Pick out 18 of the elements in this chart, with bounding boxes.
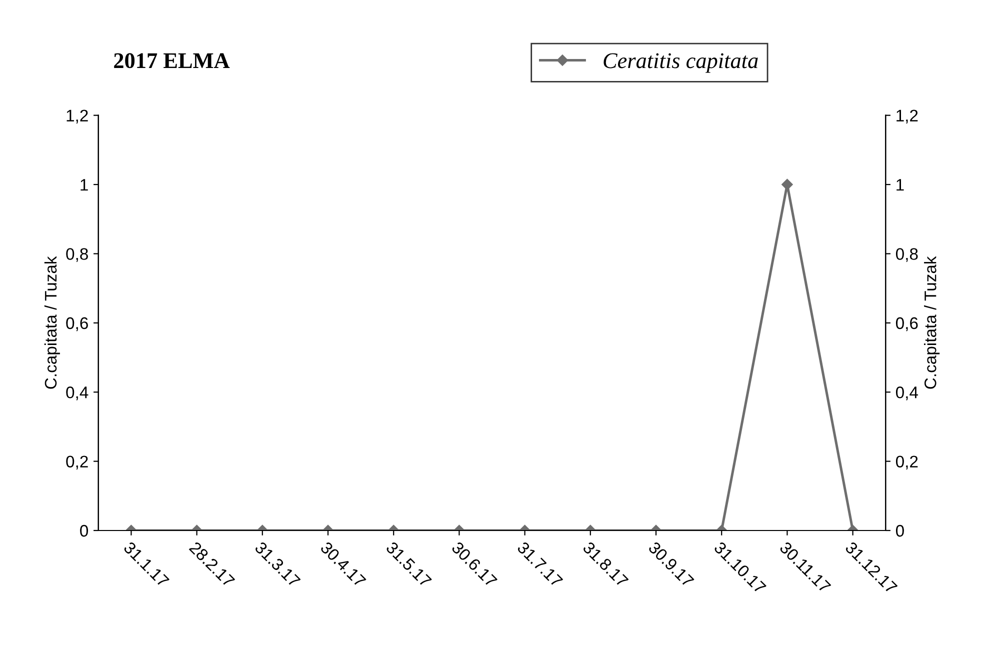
legend-label: Ceratitis capitata	[604, 53, 758, 73]
y2-tick-label: 1,2	[896, 110, 918, 124]
y-tick-label: 1,2	[66, 110, 88, 124]
y-tick-label: 0,4	[66, 386, 88, 400]
y2-tick-label: 0,2	[896, 456, 918, 470]
y2-tick-label: 0	[896, 524, 904, 537]
y2-axis-title: C.capitata / Tuzak	[924, 256, 940, 389]
chart-title: 2017 ELMA	[114, 53, 230, 68]
y-tick-label: 1	[80, 179, 88, 191]
y-tick-label: 0,8	[66, 248, 88, 262]
y-tick-label: 0	[80, 524, 88, 537]
y2-tick-label: 0,4	[896, 386, 918, 400]
y2-tick-label: 0,6	[896, 317, 918, 332]
y-tick-label: 0,6	[66, 317, 88, 332]
y-axis-title: C.capitata / Tuzak	[44, 256, 60, 389]
y2-tick-label: 1	[896, 179, 904, 191]
y2-tick-label: 0,8	[896, 248, 918, 262]
y-tick-label: 0,2	[66, 456, 88, 470]
